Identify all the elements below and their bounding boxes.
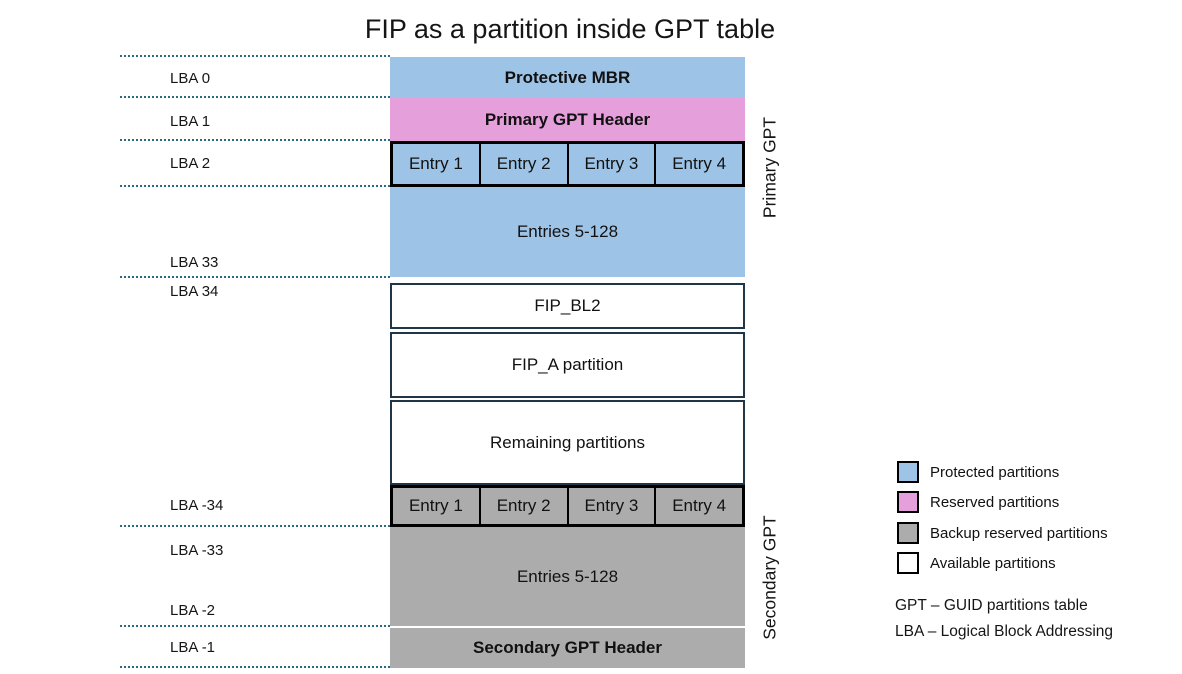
lba-divider-line bbox=[120, 96, 390, 98]
lba-divider-line bbox=[120, 55, 390, 57]
legend-item-label: Protected partitions bbox=[930, 463, 1060, 481]
lba-label: LBA -1 bbox=[170, 639, 216, 656]
note-gpt-abbreviation: GPT – GUID partitions table bbox=[895, 597, 1088, 614]
block-protective-mbr: Protective MBR bbox=[390, 57, 745, 98]
entry-cell: Entry 1 bbox=[408, 154, 463, 173]
legend-swatch-reserved bbox=[897, 491, 919, 513]
block-primary-entries-5-128: Entries 5-128 bbox=[390, 187, 745, 277]
block-fip-a-partition: FIP_A partition bbox=[390, 332, 745, 398]
lba-label: LBA 33 bbox=[170, 254, 219, 271]
diagram-title: FIP as a partition inside GPT table bbox=[364, 14, 776, 44]
block-secondary-entries-5-128: Entries 5-128 bbox=[390, 527, 745, 626]
lba-label: LBA 1 bbox=[170, 113, 211, 130]
legend-swatch-protected bbox=[897, 461, 919, 483]
legend-item-label: Available partitions bbox=[930, 554, 1056, 572]
block-secondary-gpt-header: Secondary GPT Header bbox=[390, 628, 745, 668]
legend-item-label: Reserved partitions bbox=[930, 493, 1060, 511]
lba-divider-line bbox=[120, 139, 390, 141]
lba-label: LBA -33 bbox=[170, 542, 224, 559]
legend-swatch-backup bbox=[897, 522, 919, 544]
entry-cell: Entry 2 bbox=[478, 488, 567, 524]
entry-cell: Entry 4 bbox=[654, 488, 742, 524]
lba-label: LBA -2 bbox=[170, 602, 216, 619]
lba-divider-line bbox=[120, 276, 390, 278]
legend-item: Backup reserved partitions bbox=[897, 522, 1108, 544]
entry-cell: Entry 2 bbox=[478, 144, 567, 184]
secondary-gpt-side-label: Secondary GPT bbox=[759, 515, 780, 640]
lba-label: LBA 2 bbox=[170, 155, 211, 172]
lba-divider-line bbox=[120, 525, 390, 527]
legend-item: Protected partitions bbox=[897, 461, 1059, 483]
entry-cell: Entry 4 bbox=[654, 144, 742, 184]
lba-divider-line bbox=[120, 625, 390, 627]
primary-gpt-side-label: Primary GPT bbox=[759, 116, 780, 219]
lba-divider-line bbox=[120, 666, 390, 668]
lba-label: LBA 0 bbox=[170, 70, 211, 87]
note-lba-abbreviation: LBA – Logical Block Addressing bbox=[895, 623, 1113, 640]
legend-item: Reserved partitions bbox=[897, 491, 1059, 513]
lba-label: LBA -34 bbox=[170, 497, 224, 514]
block-primary-gpt-header: Primary GPT Header bbox=[390, 98, 745, 141]
secondary-entry-row: Entry 1 Entry 2 Entry 3 Entry 4 bbox=[390, 485, 745, 527]
entry-cell: Entry 1 bbox=[408, 496, 463, 515]
legend-item-label: Backup reserved partitions bbox=[930, 524, 1108, 542]
block-fip-bl2: FIP_BL2 bbox=[390, 283, 745, 329]
entry-cell: Entry 3 bbox=[566, 488, 655, 524]
legend-swatch-available bbox=[897, 552, 919, 574]
legend-item: Available partitions bbox=[897, 552, 1056, 574]
entry-cell: Entry 3 bbox=[566, 144, 655, 184]
block-remaining-partitions: Remaining partitions bbox=[390, 400, 745, 485]
lba-label: LBA 34 bbox=[170, 283, 219, 300]
primary-entry-row: Entry 1 Entry 2 Entry 3 Entry 4 bbox=[390, 141, 745, 187]
lba-divider-line bbox=[120, 185, 390, 187]
